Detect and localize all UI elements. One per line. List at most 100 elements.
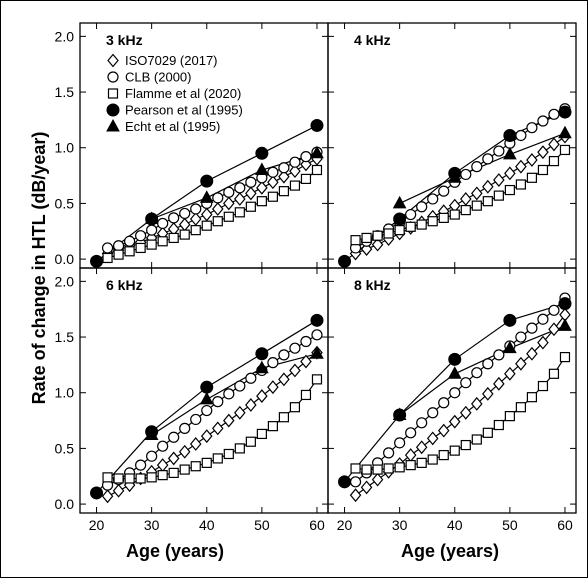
data-point bbox=[459, 405, 472, 420]
data-point bbox=[212, 396, 224, 408]
data-point bbox=[548, 155, 560, 167]
data-point bbox=[113, 249, 124, 260]
data-point bbox=[503, 340, 517, 354]
data-point bbox=[349, 488, 362, 503]
data-point bbox=[338, 475, 352, 489]
data-point bbox=[558, 318, 572, 331]
data-point bbox=[503, 146, 517, 160]
data-point bbox=[278, 186, 290, 197]
data-point bbox=[300, 335, 312, 348]
legend-label: Pearson et al (1995) bbox=[125, 103, 243, 118]
data-point bbox=[383, 447, 395, 459]
data-point bbox=[256, 389, 268, 404]
legend-marker bbox=[107, 71, 119, 83]
data-point bbox=[526, 322, 538, 334]
data-point bbox=[289, 156, 301, 168]
x-tick-label: 50 bbox=[502, 517, 518, 533]
y-tick-label: 0.0 bbox=[55, 251, 75, 267]
data-point bbox=[482, 427, 493, 438]
data-point bbox=[471, 434, 482, 445]
data-point bbox=[548, 108, 560, 120]
data-point bbox=[349, 476, 362, 488]
data-point bbox=[256, 196, 267, 207]
data-point bbox=[245, 201, 256, 212]
data-point bbox=[460, 168, 472, 181]
data-point bbox=[267, 191, 278, 202]
data-point bbox=[503, 313, 517, 327]
data-point bbox=[459, 192, 472, 206]
data-point bbox=[234, 405, 246, 420]
data-point bbox=[405, 221, 416, 232]
data-point bbox=[526, 153, 538, 167]
data-point bbox=[168, 232, 179, 244]
data-point bbox=[515, 356, 527, 371]
data-point bbox=[449, 445, 460, 456]
data-point bbox=[515, 331, 527, 343]
data-point bbox=[537, 164, 549, 176]
data-point bbox=[361, 232, 372, 244]
data-point bbox=[212, 453, 223, 464]
data-point bbox=[178, 444, 191, 459]
markers-echt-et-al-1995 bbox=[392, 125, 572, 209]
data-point bbox=[504, 184, 515, 196]
data-point bbox=[405, 427, 417, 439]
legend-marker bbox=[107, 88, 119, 99]
data-point bbox=[179, 422, 191, 434]
data-point bbox=[135, 242, 146, 254]
data-point bbox=[179, 464, 190, 475]
data-point bbox=[447, 366, 462, 379]
data-point bbox=[482, 386, 494, 401]
x-tick-label: 40 bbox=[447, 517, 463, 533]
panel-4-khz: 4 kHz bbox=[327, 22, 577, 269]
data-point bbox=[310, 313, 324, 327]
data-point bbox=[427, 193, 439, 205]
markers-echt-et-al-1995 bbox=[392, 318, 572, 420]
markers-echt-et-al-1995 bbox=[144, 346, 324, 441]
data-point bbox=[392, 407, 407, 420]
panel-title: 4 kHz bbox=[354, 32, 391, 48]
data-point bbox=[200, 174, 214, 188]
data-point bbox=[426, 431, 439, 446]
data-point bbox=[427, 454, 438, 465]
data-point bbox=[361, 464, 372, 475]
data-point bbox=[416, 457, 427, 468]
data-point bbox=[515, 402, 526, 413]
legend-label: Flamme et al (2020) bbox=[125, 86, 241, 101]
data-point bbox=[267, 175, 279, 190]
panel-frame bbox=[327, 267, 577, 514]
x-axis-title-right: Age (years) bbox=[401, 541, 499, 561]
series-echt-et-al-1995 bbox=[399, 325, 566, 416]
markers-echt-et-al-1995 bbox=[144, 145, 324, 224]
data-point bbox=[144, 427, 159, 441]
data-point bbox=[482, 358, 494, 370]
data-point bbox=[310, 118, 324, 132]
legend: ISO7029 (2017) CLB (2000)Flamme et al (20… bbox=[106, 53, 243, 134]
data-point bbox=[537, 145, 549, 160]
data-point bbox=[558, 105, 572, 119]
data-point bbox=[493, 349, 505, 361]
data-point bbox=[255, 347, 269, 361]
data-point bbox=[278, 162, 290, 174]
data-point bbox=[526, 346, 538, 361]
series-line bbox=[151, 353, 318, 436]
x-tick-label: 20 bbox=[337, 517, 353, 533]
data-point bbox=[383, 228, 394, 239]
data-point bbox=[256, 428, 267, 440]
data-point bbox=[124, 246, 135, 257]
data-point bbox=[255, 162, 269, 175]
series-echt-et-al-1995 bbox=[151, 353, 318, 436]
markers-flamme-et-al-2020 bbox=[102, 164, 323, 264]
legend-marker bbox=[106, 118, 120, 132]
panel-8-khz: 20 30 40 50 60 8 kHz bbox=[327, 267, 577, 533]
data-point bbox=[201, 457, 212, 468]
markers-iso7029-2017 bbox=[349, 307, 571, 503]
data-point bbox=[460, 377, 472, 389]
data-point bbox=[223, 388, 235, 400]
data-point bbox=[278, 169, 290, 184]
data-point bbox=[503, 128, 517, 142]
data-point bbox=[146, 224, 158, 236]
panel-title: 3 kHz bbox=[106, 32, 143, 48]
data-point bbox=[112, 240, 125, 252]
series-line bbox=[399, 325, 566, 416]
data-point bbox=[200, 380, 214, 394]
